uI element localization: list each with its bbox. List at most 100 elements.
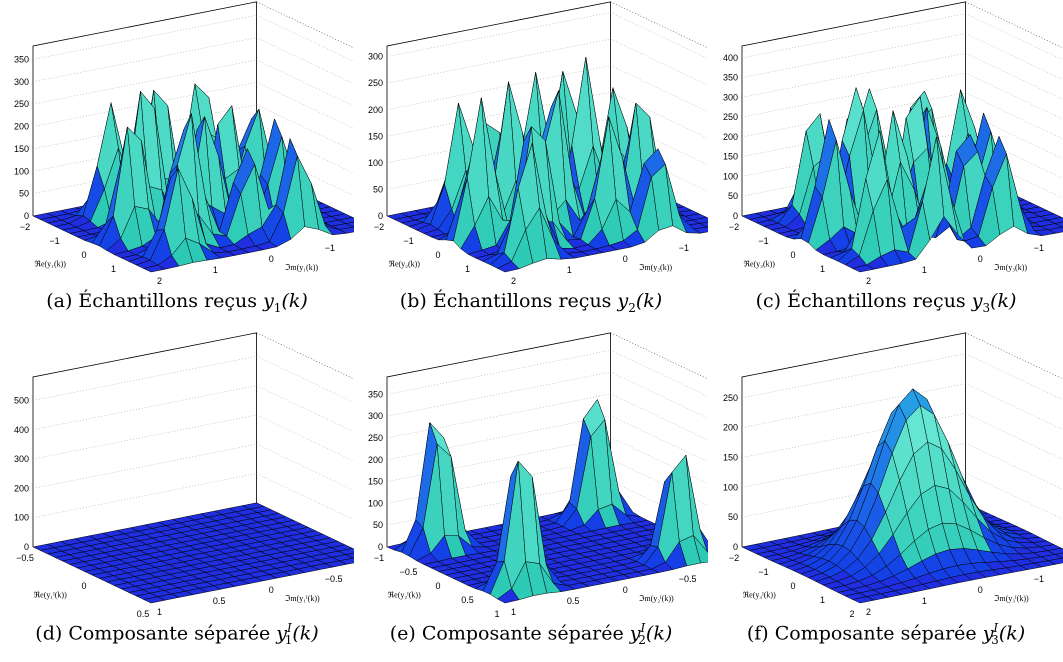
caption-text: Échantillons reçus (78, 290, 264, 312)
surface-mesh (386, 56, 708, 273)
z-tick-label: 250 (723, 112, 738, 122)
z-tick-label: 150 (14, 144, 29, 154)
z-tick-label: 50 (728, 191, 738, 201)
z-tick-label: 350 (723, 73, 738, 83)
y-tick-label: 0.5 (213, 596, 226, 606)
x-tick-label: 1 (820, 595, 825, 605)
x-tick-label: 1 (494, 609, 499, 619)
x-tick-label: −2 (729, 222, 739, 232)
x-tick-label: 0.5 (461, 595, 474, 605)
y-axis-label: ℑm(y₁ᴵ(k)) (285, 594, 320, 603)
z-tick-label: 400 (14, 425, 29, 435)
y-tick-label: −1 (1034, 243, 1044, 253)
y-tick-label: 0 (623, 585, 628, 595)
z-tick-label: 150 (368, 477, 383, 487)
x-tick-label: 1 (820, 264, 825, 274)
caption-arg: (k) (990, 290, 1017, 312)
z-tick-label: 100 (368, 498, 383, 508)
y-tick-label: 2 (866, 276, 871, 286)
panel-d: 0 100 200 300 400 500 −0.5 0 0.5 1 0.5 0 −0.5 ℜe(y₁ᴵ(… (0, 331, 354, 662)
caption-sub: 1 (273, 300, 282, 315)
z-tick-label: 100 (14, 513, 29, 523)
z-tick-label: 350 (368, 389, 383, 399)
y-tick-label: 1 (511, 607, 516, 617)
x-tick-label: −1 (49, 236, 59, 246)
surface-mesh (32, 83, 354, 273)
x-tick-label: −1 (758, 567, 768, 577)
caption-var: y (617, 290, 629, 312)
surface-plot-a: 0 50 100 150 200 250 300 350 −2 −1 0 1 2 1 0 −1 ℜe(y₁(k)… (14, 1, 354, 286)
z-tick-label: 0 (24, 211, 29, 221)
panel-e: 0 50 100 150 200 250 300 350 −1 −0.5 0 0.5 1 1 0.5 0 −0.… (354, 331, 708, 662)
z-tick-label: 100 (723, 171, 738, 181)
y-tick-label: 2 (866, 607, 871, 617)
x-tick-label: 1 (465, 264, 470, 274)
y-tick-label: 1 (213, 265, 218, 275)
surface-mesh (741, 388, 1063, 604)
caption-sup: I (993, 621, 999, 635)
z-tick-label: 150 (723, 453, 738, 463)
y-tick-label: −0.5 (325, 574, 343, 584)
caption-arg: (k) (281, 290, 308, 312)
x-tick-label: −1 (403, 236, 413, 246)
x-tick-label: −2 (20, 222, 30, 232)
caption-text: Composante séparée (774, 622, 983, 645)
z-tick-label: 50 (373, 520, 383, 530)
y-tick-label: −1 (679, 243, 689, 253)
surface-plot-f: 0 50 100 150 200 250 −2 −1 0 1 2 2 1 0 −1 ℜe(y₃ᴵ(k)) ℑm(… (723, 332, 1063, 619)
y-axis-label: ℑm(y₃(k)) (994, 263, 1028, 272)
x-axis-label: ℜe(y₂(k)) (388, 259, 420, 268)
caption-sub: 3 (982, 300, 991, 315)
z-tick-label: 150 (368, 131, 383, 141)
caption-tag: (d) (35, 622, 69, 645)
y-tick-label: 0 (269, 254, 274, 264)
caption-tag: (c) (755, 290, 788, 312)
z-tick-label: 50 (373, 184, 383, 194)
y-tick-label: 2 (511, 276, 516, 286)
caption-sup: I (640, 621, 646, 635)
x-tick-label: 0 (435, 581, 440, 591)
z-tick-label: 250 (368, 78, 383, 88)
caption-var: y (971, 290, 983, 312)
caption-e: (e) Composante séparée yI2(k) (354, 621, 708, 647)
y-tick-label: 1 (157, 607, 162, 617)
z-tick-label: 200 (723, 132, 738, 142)
z-tick-label: 200 (14, 483, 29, 493)
panel-a: 0 50 100 150 200 250 300 350 −2 −1 0 1 2 1 0 −1 ℜe(y₁(k)… (0, 0, 354, 331)
z-tick-label: 100 (723, 482, 738, 492)
z-tick-label: 0 (378, 542, 383, 552)
caption-var: y (263, 290, 274, 312)
z-tick-label: 400 (723, 53, 738, 63)
caption-b: (b) Échantillons reçus y2(k) (354, 290, 708, 315)
y-tick-label: 0 (978, 254, 983, 264)
z-tick-label: 300 (368, 411, 383, 421)
y-tick-label: −1 (1034, 574, 1044, 584)
x-axis-label: ℜe(y₁(k)) (34, 259, 66, 268)
surface-mesh (32, 502, 354, 604)
x-tick-label: 0.5 (137, 609, 150, 619)
y-tick-label: 1 (567, 265, 572, 275)
y-axis-label: ℑm(y₂(k)) (639, 263, 673, 272)
y-tick-label: 0 (978, 585, 983, 595)
panel-f: 0 50 100 150 200 250 −2 −1 0 1 2 2 1 0 −1 ℜe(y₃ᴵ(k)) ℑm(… (709, 331, 1063, 662)
x-tick-label: 0 (435, 250, 440, 260)
x-axis-label: ℜe(y₃(k)) (743, 259, 775, 268)
z-tick-label: 250 (14, 99, 29, 109)
z-tick-label: 50 (19, 189, 29, 199)
caption-sub: 1 (284, 633, 293, 648)
z-tick-label: 150 (723, 152, 738, 162)
z-tick-label: 300 (368, 52, 383, 62)
z-tick-label: 500 (14, 395, 29, 405)
caption-var: y (982, 622, 994, 645)
x-tick-label: −1 (374, 553, 384, 563)
x-tick-label: 0 (790, 581, 795, 591)
z-tick-label: 300 (14, 77, 29, 87)
caption-text: Composante séparée (68, 622, 277, 645)
y-axis-label: ℑm(y₂ᴵ(k)) (639, 594, 674, 603)
y-tick-label: −1 (325, 243, 335, 253)
caption-sub: 2 (628, 300, 636, 315)
caption-arg: (k) (998, 622, 1026, 645)
caption-sub: 3 (991, 633, 999, 648)
surface-plot-c: 0 50 100 150 200 250 300 350 400 −2 −1 0 1 2 1 0 −1 ℜe(y₃… (723, 1, 1063, 286)
